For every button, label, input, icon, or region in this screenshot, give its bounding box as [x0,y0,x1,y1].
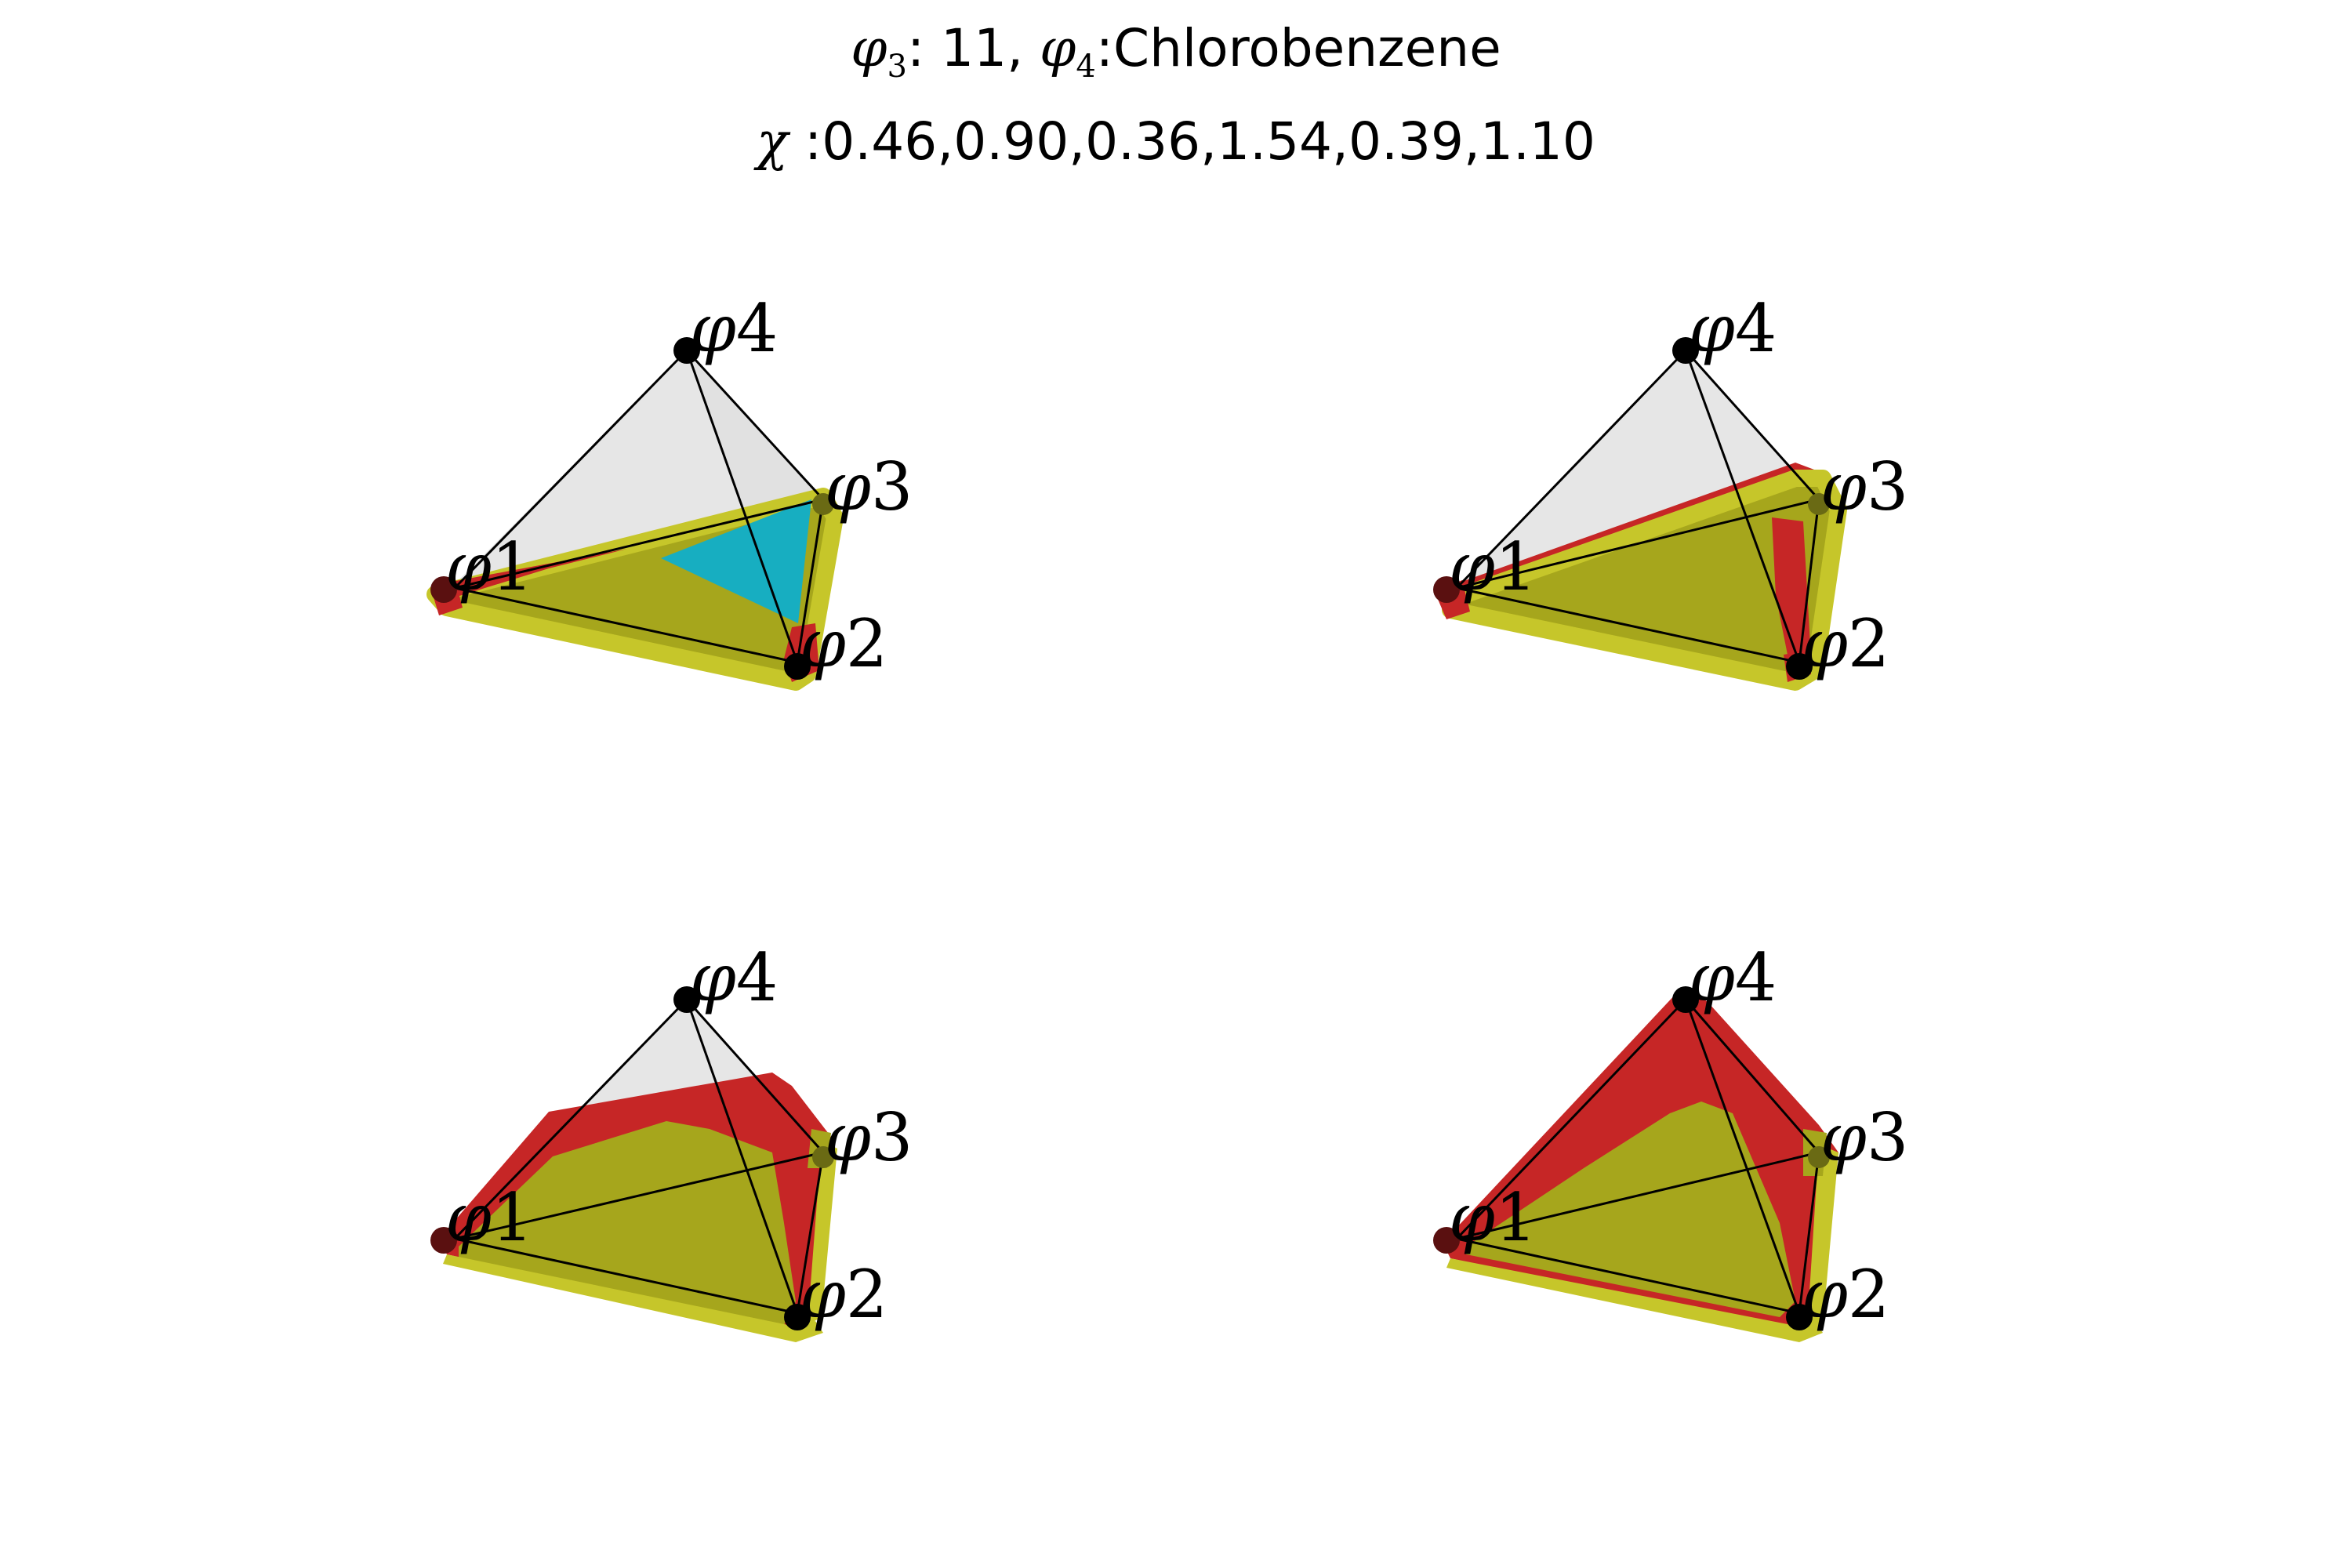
edge-phi3-phi2 [796,499,825,663]
phi3-subscript: 3 [887,49,907,85]
vertex-phi3 [1808,1146,1830,1168]
vertex-phi3 [812,493,834,515]
edge-phi1-phi3 [454,498,824,590]
edge-phi1-phi4 [453,998,688,1240]
vertex-phi2 [784,653,811,680]
edge-phi4-phi3 [685,349,825,501]
panel-top-left: φ4 φ3 φ1 φ2 [426,290,913,691]
edge-phi1-phi2 [1456,1237,1800,1315]
yellow-right-band [1807,1145,1838,1329]
yellow-base-region [459,1121,796,1325]
edge-phi1-phi2 [1456,586,1800,664]
title-line-1: φ3: 11, φ4:Chlorobenzene [0,11,2352,104]
edge-phi4-phi2 [685,350,799,663]
edge-phi3-phi2 [796,1152,825,1314]
edge-phi1-phi4 [453,349,688,590]
vertex-phi1 [1433,576,1460,603]
vertex-phi2 [1786,1304,1813,1330]
edge-phi4-phi2 [1684,350,1801,663]
edge-phi4-phi2 [685,999,799,1314]
label-phi3: φ3 [1820,1099,1908,1176]
red-band-phi4-phi2 [1772,517,1811,674]
edge-phi1-phi3 [1456,1151,1820,1240]
title-line-2: χ :0.46,0.90,0.36,1.54,0.39,1.10 [0,104,2352,180]
vertex-phi2 [1786,653,1813,680]
panel-top-right: φ4 φ3 φ1 φ2 [1433,290,1908,691]
label-phi2: φ2 [800,1256,887,1333]
label-phi2: φ2 [1802,605,1889,682]
gray-back-face [1457,350,1819,588]
label-phi3: φ3 [825,1099,913,1176]
edge-phi4-phi3 [685,999,825,1153]
edge-phi1-phi3 [454,1151,824,1240]
cyan-region [661,499,811,623]
label-phi1: φ1 [1449,528,1537,605]
yellow-base-region [1466,1102,1795,1317]
vertex-phi4 [673,337,700,364]
phi4-subscript: 4 [1076,49,1096,85]
edge-phi4-phi3 [1684,349,1820,501]
vertex-phi4 [1672,986,1699,1013]
edge-phi3-phi2 [1798,499,1820,663]
label-phi4: φ4 [690,290,778,367]
vertex-phi4 [1672,337,1699,364]
label-phi1: φ1 [1449,1179,1537,1256]
chi-values: :0.46,0.90,0.36,1.54,0.39,1.10 [788,111,1595,172]
vertex-phi4 [673,986,700,1013]
phi4-symbol: φ [1040,18,1076,78]
panel-bottom-left: φ4 φ3 φ1 φ2 [430,939,913,1342]
edge-phi1-phi2 [454,586,798,664]
label-phi2: φ2 [800,605,887,682]
label-phi4: φ4 [1689,939,1777,1016]
label-phi4: φ4 [1689,290,1777,367]
edge-phi1-phi4 [1455,998,1687,1240]
chi-symbol: χ [757,111,789,172]
yellow-edge-band [443,1254,823,1342]
label-phi1: φ1 [445,1179,533,1256]
figure-title: φ3: 11, φ4:Chlorobenzene χ :0.46,0.90,0.… [0,11,2352,180]
edge-phi4-phi3 [1684,999,1820,1153]
phi3-text: : 11, [906,18,1040,78]
edge-phi1-phi2 [454,1237,798,1315]
vertex-phi3 [812,1146,834,1168]
label-phi1: φ1 [445,528,533,605]
yellow-right-band [808,1141,837,1325]
label-phi2: φ2 [1802,1256,1889,1333]
phi3-symbol: φ [851,18,887,78]
label-phi3: φ3 [825,448,913,525]
edge-phi3-phi2 [1798,1152,1820,1314]
phi4-text: :Chlorobenzene [1095,18,1501,78]
vertex-phi1 [430,576,457,603]
vertex-phi1 [1433,1227,1460,1254]
vertex-phi2 [784,1304,811,1330]
panel-bottom-right: φ4 φ3 φ1 φ2 [1433,939,1908,1342]
vertex-phi1 [430,1227,457,1254]
label-phi4: φ4 [690,939,778,1016]
yellow-edge-band [1446,1258,1823,1342]
label-phi3: φ3 [1820,448,1908,525]
vertex-phi3 [1808,493,1830,515]
edge-phi1-phi3 [1456,498,1820,590]
edge-phi1-phi4 [1455,349,1687,590]
edge-phi4-phi2 [1684,999,1801,1314]
